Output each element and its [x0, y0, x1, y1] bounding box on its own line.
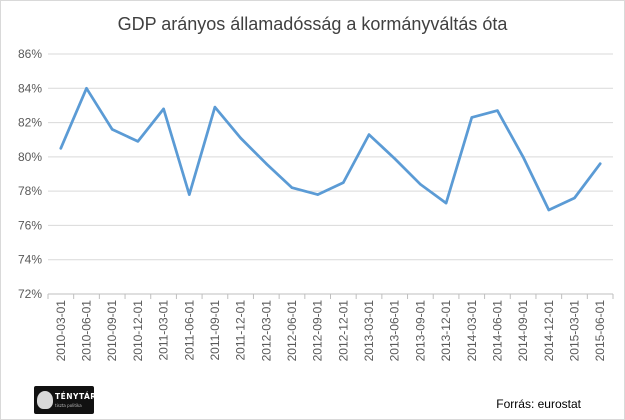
logo-tagline: tiszta politika [55, 403, 82, 408]
x-tick-label: 2010-06-01 [80, 300, 94, 362]
data-point [598, 162, 602, 165]
y-tick-label: 80% [18, 150, 42, 164]
data-point [547, 208, 550, 212]
data-point [213, 105, 217, 109]
data-point [111, 128, 114, 131]
data-point [342, 181, 345, 184]
x-tick-label: 2014-12-01 [542, 300, 556, 362]
chart-title: GDP arányos államadósság a kormányváltás… [117, 14, 508, 34]
y-tick-label: 74% [18, 253, 42, 267]
data-point [496, 109, 499, 112]
data-point [59, 147, 63, 150]
series-line [59, 86, 602, 212]
data-point [85, 87, 88, 90]
y-tick-label: 72% [18, 287, 42, 301]
data-point [136, 140, 140, 143]
y-tick-label: 86% [18, 47, 42, 61]
logo-name: TÉNYTÁR [55, 392, 94, 401]
x-tick-label: 2015-06-01 [593, 300, 607, 362]
data-point [470, 116, 473, 119]
x-tick-label: 2014-03-01 [465, 300, 479, 362]
data-point [265, 162, 268, 165]
data-point [316, 193, 319, 196]
data-point [188, 193, 191, 196]
x-tick-label: 2010-03-01 [54, 300, 68, 362]
tenytar-logo: TÉNYTÁR tiszta politika [34, 386, 94, 414]
data-point [444, 201, 448, 205]
x-tick-label: 2010-09-01 [105, 300, 119, 362]
data-point [573, 196, 576, 200]
y-axis-ticks: 72% 74% 76% 78% 80% 82% 84% 86% [18, 47, 42, 301]
x-tick-label: 2013-12-01 [439, 300, 453, 362]
data-point [239, 136, 242, 140]
x-tick-label: 2012-12-01 [336, 300, 350, 362]
x-axis-ticks: 2010-03-01 2010-06-01 2010-09-01 2010-12-01… [47, 294, 614, 362]
logo-head-icon [37, 391, 53, 409]
y-tick-label: 76% [18, 218, 42, 232]
x-tick-label: 2012-09-01 [311, 300, 325, 362]
x-tick-label: 2012-03-01 [259, 300, 273, 362]
x-tick-label: 2011-09-01 [208, 300, 222, 361]
data-point [393, 157, 396, 160]
x-tick-label: 2011-06-01 [182, 300, 196, 361]
x-tick-label: 2014-06-01 [490, 300, 504, 362]
data-series [59, 86, 602, 212]
y-tick-label: 82% [18, 116, 42, 130]
gridlines [48, 53, 613, 295]
source-label: Forrás: eurostat [496, 397, 581, 411]
x-tick-label: 2014-09-01 [516, 300, 530, 362]
x-tick-label: 2015-03-01 [567, 300, 581, 362]
x-tick-label: 2013-06-01 [388, 300, 402, 362]
data-point [367, 133, 371, 136]
x-tick-label: 2013-09-01 [413, 300, 427, 362]
y-tick-label: 84% [18, 81, 42, 95]
x-tick-label: 2010-12-01 [131, 300, 145, 362]
data-point [521, 155, 525, 159]
data-point [419, 183, 422, 186]
x-tick-label: 2011-03-01 [157, 300, 171, 361]
x-tick-label: 2013-03-01 [362, 300, 376, 362]
y-tick-label: 78% [18, 184, 42, 198]
data-point [290, 186, 294, 189]
x-tick-label: 2011-12-01 [234, 300, 248, 361]
x-tick-label: 2012-06-01 [285, 300, 299, 362]
data-point [162, 107, 165, 111]
